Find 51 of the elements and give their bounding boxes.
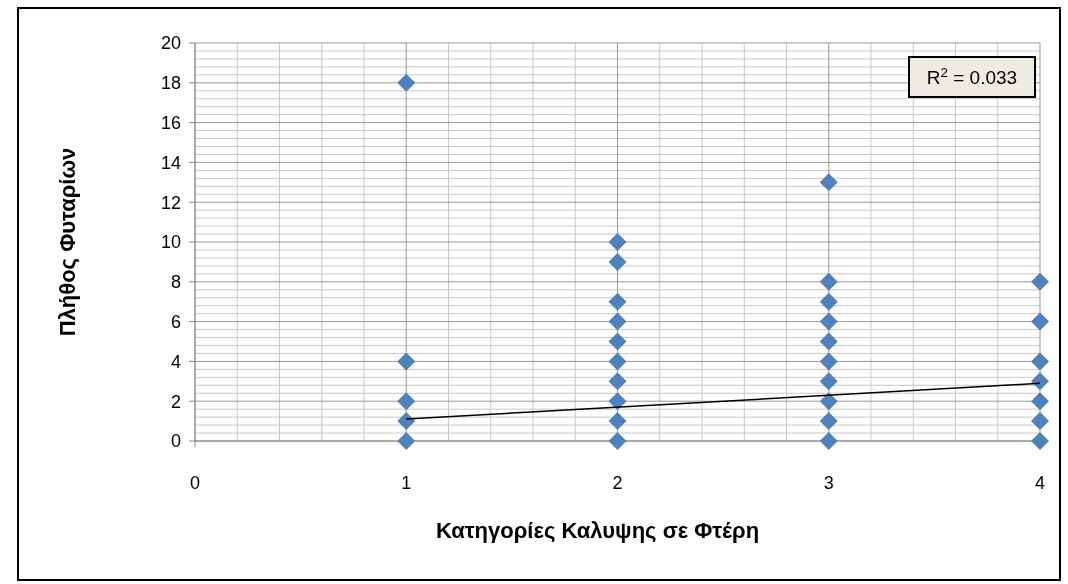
point <box>819 432 838 450</box>
x-tick-label: 3 <box>823 473 834 493</box>
annotation: R$^{2}$ = 0.033 <box>926 64 1018 88</box>
x-tick-label: 2 <box>612 473 623 493</box>
y-tick-label: 6 <box>170 311 181 332</box>
point <box>819 392 838 411</box>
point <box>608 432 627 450</box>
point <box>608 352 627 371</box>
x-tick-label: 4 <box>1034 473 1046 493</box>
point <box>819 372 838 391</box>
y-tick-label: 0 <box>170 431 181 452</box>
point <box>397 392 416 411</box>
point <box>1031 392 1049 411</box>
point <box>1031 312 1049 331</box>
point <box>608 233 627 251</box>
y-tick-label: 10 <box>160 232 181 253</box>
y-tick-label: 16 <box>160 112 181 133</box>
x-axis-title: Κατηγορίες Καλυψης σε Φτέρη <box>435 518 760 543</box>
point <box>1031 412 1049 431</box>
point <box>819 173 838 192</box>
point <box>608 252 627 271</box>
y-tick-label: 20 <box>160 33 181 54</box>
y-tick-label: 4 <box>170 351 181 372</box>
y-tick-label: 14 <box>160 152 181 173</box>
point <box>397 73 416 92</box>
y-tick-label: 12 <box>160 192 181 213</box>
point <box>397 412 416 431</box>
point <box>819 312 838 331</box>
point <box>397 352 416 371</box>
point <box>1031 372 1049 391</box>
x-tick-label: 0 <box>189 473 201 493</box>
y-axis-title: Πλήθος Φυταρίων <box>55 147 80 337</box>
y-tick-label: 2 <box>170 391 181 412</box>
point <box>1031 272 1049 291</box>
point <box>608 332 627 351</box>
x-tick-label: 1 <box>401 473 412 493</box>
point <box>608 392 627 411</box>
y-tick-label: 8 <box>170 272 181 293</box>
point <box>819 412 838 431</box>
point <box>608 372 627 391</box>
point <box>819 332 838 351</box>
point <box>397 432 416 450</box>
point <box>819 352 838 371</box>
point <box>819 272 838 291</box>
point <box>608 292 627 311</box>
point <box>819 292 838 311</box>
y-tick-label: 18 <box>160 73 181 94</box>
point <box>1031 432 1049 450</box>
point <box>608 312 627 331</box>
point <box>608 412 627 431</box>
point <box>1031 352 1049 371</box>
